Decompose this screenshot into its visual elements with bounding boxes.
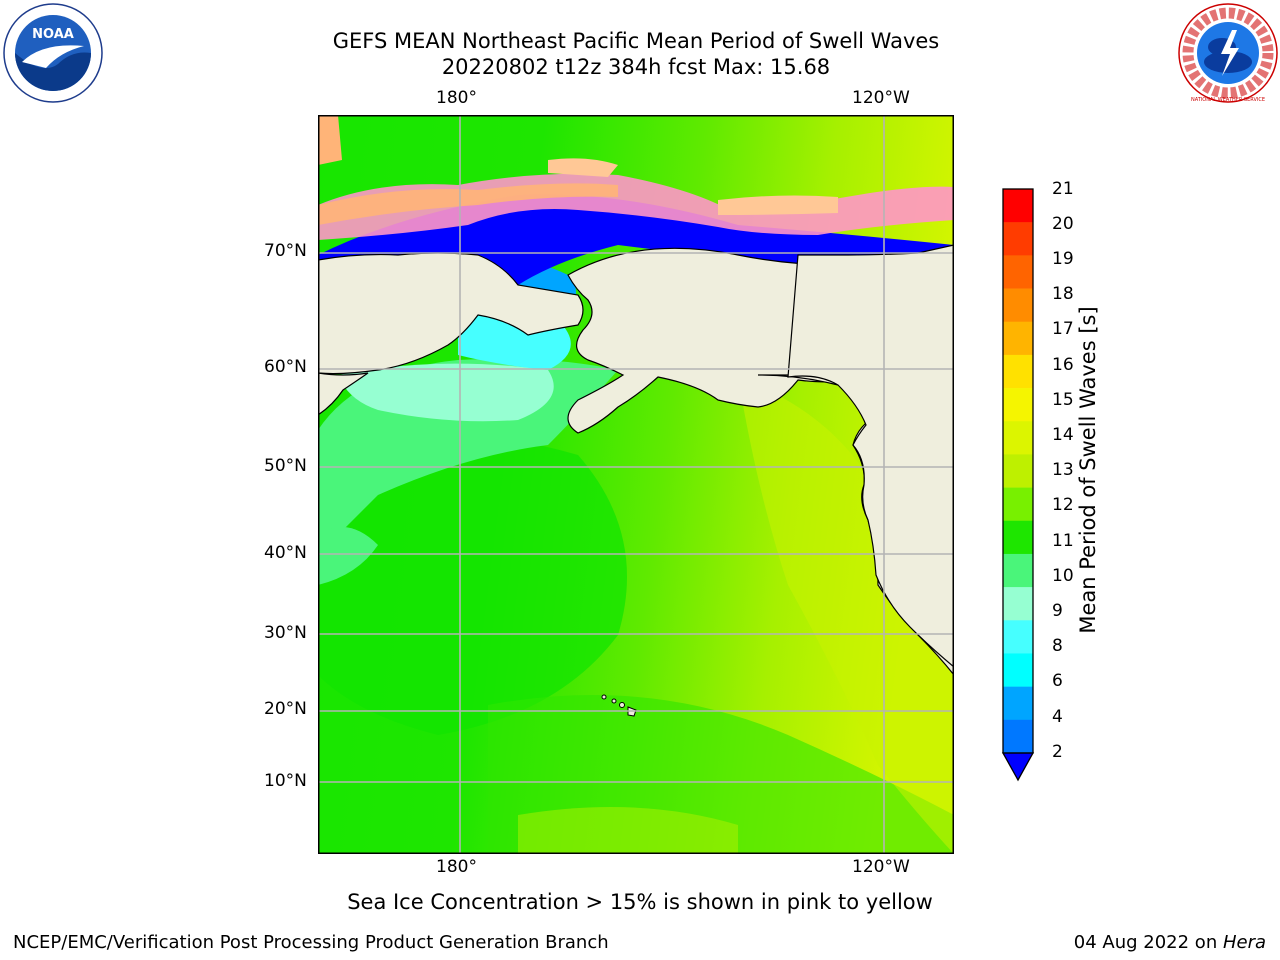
lat-label-20n: 20°N <box>264 699 307 719</box>
noaa-logo-text: NOAA <box>32 27 74 42</box>
colorbar-box <box>1003 454 1033 488</box>
noaa-logo: NOAA <box>3 3 103 103</box>
map-frame <box>318 115 954 854</box>
colorbar-label: Mean Period of Swell Waves [s] <box>1076 306 1100 634</box>
lat-label-50n: 50°N <box>264 456 307 476</box>
chart-title: GEFS MEAN Northeast Pacific Mean Period … <box>332 29 940 53</box>
colorbar-box <box>1003 487 1033 522</box>
cb-tick: 11 <box>1052 531 1074 551</box>
lat-label-70n: 70°N <box>264 241 307 261</box>
cb-tick: 9 <box>1052 601 1063 621</box>
cb-tick: 8 <box>1052 636 1063 656</box>
lon-label-bottom-120w: 120°W <box>852 857 910 877</box>
cb-tick: 15 <box>1052 390 1074 410</box>
colorbar-box <box>1003 189 1033 223</box>
lon-label-top-120w: 120°W <box>852 88 910 108</box>
cb-tick: 12 <box>1052 495 1074 515</box>
cb-tick: 4 <box>1052 707 1063 727</box>
cb-tick: 17 <box>1052 319 1074 339</box>
colorbar-box <box>1003 388 1033 422</box>
sea-ice-note: Sea Ice Concentration > 15% is shown in … <box>347 890 933 914</box>
cb-tick: 19 <box>1052 249 1074 269</box>
lon-label-top-180: 180° <box>436 88 477 108</box>
colorbar-box <box>1003 222 1033 256</box>
cb-tick: 6 <box>1052 671 1063 691</box>
colorbar-box <box>1003 653 1033 687</box>
cb-tick: 14 <box>1052 425 1074 445</box>
lat-label-60n: 60°N <box>264 357 307 377</box>
cb-tick: 18 <box>1052 284 1074 304</box>
lat-label-40n: 40°N <box>264 543 307 563</box>
cb-tick: 21 <box>1052 179 1074 199</box>
footer-branch: NCEP/EMC/Verification Post Processing Pr… <box>13 932 609 953</box>
footer-machine: Hera <box>1222 932 1266 953</box>
cb-tick: 20 <box>1052 214 1074 234</box>
colorbar-box <box>1003 686 1033 721</box>
colorbar-box <box>1003 288 1033 323</box>
colorbar-box <box>1003 354 1033 389</box>
colorbar-box <box>1003 587 1033 621</box>
colorbar-box <box>1003 620 1033 654</box>
footer-date-line: 04 Aug 2022 on Hera <box>1074 932 1266 953</box>
cb-tick: 10 <box>1052 566 1074 586</box>
swell-period-map <box>318 115 954 854</box>
colorbar-boxes <box>1003 189 1033 754</box>
chart-subtitle: 20220802 t12z 384h fcst Max: 15.68 <box>441 55 831 79</box>
nws-logo-text: NATIONAL WEATHER SERVICE <box>1191 97 1265 103</box>
colorbar-box <box>1003 553 1033 588</box>
lon-label-bottom-180: 180° <box>436 857 477 877</box>
colorbar <box>1001 188 1035 782</box>
nws-logo: NATIONAL WEATHER SERVICE <box>1178 3 1278 103</box>
colorbar-box <box>1003 421 1033 455</box>
colorbar-box <box>1003 520 1033 555</box>
lat-label-10n: 10°N <box>264 771 307 791</box>
colorbar-tick-labels: 21 20 19 18 17 16 15 14 13 12 11 10 9 8 … <box>1036 0 1096 960</box>
cb-tick: 2 <box>1052 742 1063 762</box>
footer-date: 04 Aug 2022 on <box>1073 932 1223 953</box>
colorbar-under-triangle <box>1001 752 1035 782</box>
cb-tick: 16 <box>1052 355 1074 375</box>
colorbar-box <box>1003 321 1033 356</box>
colorbar-box <box>1003 255 1033 289</box>
lat-label-30n: 30°N <box>264 623 307 643</box>
gridlines <box>318 115 954 854</box>
cb-tick: 13 <box>1052 460 1074 480</box>
colorbar-box <box>1003 719 1033 754</box>
